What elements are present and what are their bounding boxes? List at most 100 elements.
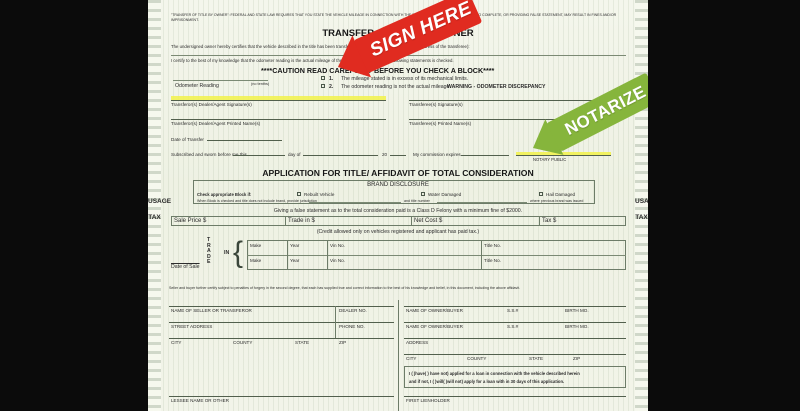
seller-state-label: STATE [295, 340, 310, 345]
odometer-checkbox-1[interactable] [321, 76, 325, 80]
trade-in-label-in: IN [224, 250, 230, 256]
federal-disclaimer: "TRANSFER OF TITLE BY OWNER": FEDERAL AN… [171, 13, 617, 22]
seller-street-rule [169, 322, 394, 323]
street-address-label: STREET ADDRESS [171, 324, 213, 329]
brand-label-hail: Hail Damaged [546, 191, 576, 197]
price-row-box [171, 216, 626, 226]
buyer-name-label-1: NAME OF OWNER/BUYER [406, 308, 463, 313]
odometer-checkbox-2[interactable] [321, 84, 325, 88]
buyer-address-rule [404, 338, 626, 339]
odometer-check-2-text: The odometer reading is not the actual m… [341, 83, 451, 90]
brand-title-number-rule [437, 202, 527, 203]
sworn-year-rule [390, 155, 406, 156]
sworn-month-rule [303, 155, 378, 156]
sale-price-label: Sale Price $ [174, 218, 207, 224]
check-block-label: Check appropriate Block if: [197, 192, 252, 197]
buyer-name-label-2: NAME OF OWNER/BUYER [406, 324, 463, 329]
brand-checkbox-hail[interactable] [539, 191, 543, 196]
usage-tax-word-2: TAX [635, 213, 648, 221]
buyer-city-label: CITY [406, 356, 417, 361]
transferee-signature-label: Transferee(s) Signature(s) [409, 102, 463, 107]
credit-note: (Credit allowed only on vehicles registe… [316, 229, 480, 235]
trade-row-2-vin: Vin No. [330, 258, 345, 263]
no-tenths-note: (no tenths) [251, 82, 270, 86]
buyer-name-rule-top [404, 306, 626, 307]
caution-heading: ****CAUTION READ CAREFULLY BEFORE YOU CH… [261, 66, 495, 75]
trade-row-1-title: Title No. [484, 243, 501, 248]
felony-warning: Giving a false statement as to the total… [273, 208, 523, 214]
brand-checkbox-water[interactable] [421, 191, 425, 196]
date-of-transfer-rule [207, 140, 282, 141]
trade-col-divider-1 [287, 240, 288, 270]
trade-in-row-divider [247, 255, 626, 256]
sworn-prefix: Subscribed and sworn before me this [171, 152, 247, 157]
phone-no-label: PHONE NO. [339, 324, 365, 329]
odometer-check-2-num: 2. [329, 83, 334, 90]
transferee-printed-rule [409, 119, 609, 120]
transferor-signature-label: Transferor(s) Dealer/Agent Signature(s) [171, 102, 252, 107]
odometer-reading-rule [173, 80, 268, 81]
commission-expires-label: My commission expires [413, 152, 461, 157]
seller-dealer-divider-2 [335, 322, 336, 338]
transferee-signature-rule [409, 100, 609, 101]
seller-zip-label: ZIP [339, 340, 347, 345]
seller-dealer-divider-1 [335, 306, 336, 322]
sworn-year-label: 20 [382, 152, 388, 157]
brand-disclosure-box [193, 180, 595, 204]
notary-public-rule [516, 155, 611, 156]
seller-buyer-divider [398, 300, 399, 411]
transferee-printed-label: Transferee(s) Printed Name(s) [409, 121, 472, 126]
sworn-day-label: day of [288, 152, 301, 157]
seller-city-label: CITY [171, 340, 182, 345]
forgery-certification-note: Seller and buyer further certify subject… [169, 286, 521, 290]
date-of-transfer-label: Date of Transfer [171, 137, 204, 142]
odometer-reading-label: Odometer Reading [175, 83, 219, 89]
perforation-strip-left [148, 0, 161, 411]
trade-col-divider-2 [327, 240, 328, 270]
odometer-discrepancy-warning: WARNING - ODOMETER DISCREPANCY [447, 83, 546, 90]
form-page: "TRANSFER OF TITLE BY OWNER": FEDERAL AN… [161, 0, 635, 411]
tax-label: Tax $ [542, 218, 557, 224]
brand-checkbox-rebuilt[interactable] [297, 191, 301, 196]
sworn-day-rule [233, 155, 285, 156]
trade-col-divider-3 [481, 240, 482, 270]
first-lienholder-rule [404, 396, 626, 397]
brand-note-previous: where previous brand was issued [530, 199, 584, 203]
loan-declaration-line-2: and if not, I ( )will( )will not) apply … [409, 379, 565, 384]
lessee-rule [169, 396, 394, 397]
buyer-ssn-label-2: S.S.# [507, 324, 519, 329]
trade-row-1-vin: Vin No. [330, 243, 345, 248]
seller-city-rule [169, 338, 394, 339]
price-divider-3 [539, 216, 540, 226]
certify-transferee-line: The undersigned owner hereby certifies t… [171, 44, 470, 49]
notary-public-label: NOTARY PUBLIC [533, 156, 567, 162]
odometer-check-1-num: 1. [329, 75, 334, 82]
buyer-state-label: STATE [529, 356, 544, 361]
page-title-application: APPLICATION FOR TITLE/ AFFIDAVIT OF TOTA… [262, 168, 534, 178]
transferor-printed-rule [171, 119, 386, 120]
buyer-county-label: COUNTY [467, 356, 487, 361]
buyer-city-rule [404, 354, 626, 355]
seller-name-label: NAME OF SELLER OR TRANSFEROR [171, 308, 252, 313]
buyer-zip-label: ZIP [573, 356, 581, 361]
highlight-signature-transferor [171, 96, 386, 100]
commission-expires-rule [461, 155, 509, 156]
price-divider-2 [411, 216, 412, 226]
usage-tax-label-right: USAGE TAX [635, 198, 648, 222]
trade-row-1-year: Year [290, 243, 300, 248]
trade-in-price-label: Trade in $ [288, 218, 315, 224]
usage-tax-word-1: USAGE [635, 198, 648, 205]
usage-tax-word-1: USAGE [148, 198, 172, 205]
brand-jurisdiction-rule [309, 202, 401, 203]
transferor-signature-rule [171, 100, 386, 101]
buyer-birth-label-1: BIRTH MO. [565, 308, 589, 313]
seller-name-rule-top [169, 306, 394, 307]
highlight-notary-public [516, 152, 611, 156]
brand-disclosure-heading: BRAND DISCLOSURE [367, 182, 429, 188]
brand-label-water: Water Damaged [428, 191, 462, 197]
usage-tax-word-2: TAX [148, 213, 161, 221]
brand-note-jurisdiction: When Block is checked and title does not… [197, 199, 317, 203]
dealer-no-label: DEALER NO. [339, 308, 367, 313]
net-cost-label: Net Cost $ [414, 218, 443, 224]
